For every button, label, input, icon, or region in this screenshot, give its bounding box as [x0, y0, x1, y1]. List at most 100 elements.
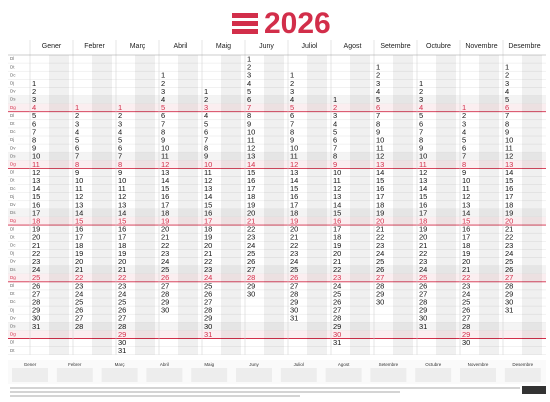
day-number: 6: [462, 144, 466, 153]
day-number: 11: [462, 184, 470, 193]
day-number: 20: [505, 217, 513, 226]
day-number: 20: [333, 249, 341, 258]
day-number: 24: [505, 249, 513, 258]
day-number: 4: [118, 127, 122, 136]
day-number: 20: [75, 257, 83, 266]
day-number: 6: [204, 127, 208, 136]
day-number: 13: [32, 176, 40, 185]
day-number: 3: [505, 79, 509, 88]
day-number: 26: [32, 281, 40, 290]
day-number: 6: [333, 136, 337, 145]
day-number: 4: [376, 87, 380, 96]
day-number: 31: [204, 330, 212, 339]
day-number: 31: [118, 346, 126, 355]
day-number: 9: [204, 152, 208, 161]
mini-month-name: Novembre: [468, 362, 489, 367]
weekday-label: Dl: [10, 170, 14, 175]
day-number: 31: [32, 322, 40, 331]
mini-month-name: Desembre: [512, 362, 533, 367]
day-number: 21: [247, 217, 255, 226]
month-name: Agost: [344, 43, 362, 50]
day-number: 25: [247, 249, 255, 258]
day-number: 13: [118, 200, 126, 209]
day-number: 2: [75, 111, 79, 120]
month-name: Novembre: [465, 43, 497, 50]
day-number: 11: [247, 136, 255, 145]
day-number: 26: [462, 306, 470, 315]
day-number: 11: [75, 184, 83, 193]
day-number: 23: [161, 249, 169, 258]
day-number: 18: [419, 217, 427, 226]
day-number: 26: [118, 306, 126, 315]
day-number: 24: [161, 257, 169, 266]
day-number: 10: [505, 136, 513, 145]
day-number: 19: [376, 208, 384, 217]
day-number: 5: [419, 111, 423, 120]
day-number: 5: [505, 95, 509, 104]
day-number: 19: [161, 217, 169, 226]
day-number: 18: [376, 200, 384, 209]
day-number: 18: [118, 241, 126, 250]
day-number: 24: [204, 273, 212, 282]
day-number: 7: [290, 119, 294, 128]
day-number: 5: [247, 87, 251, 96]
day-number: 22: [247, 225, 255, 234]
day-number: 7: [161, 119, 165, 128]
day-number: 21: [376, 225, 384, 234]
day-number: 3: [419, 95, 423, 104]
day-number: 17: [204, 217, 212, 226]
day-number: 13: [462, 200, 470, 209]
day-number: 1: [161, 71, 165, 80]
day-number: 10: [462, 176, 470, 185]
day-number: 13: [75, 200, 83, 209]
day-number: 17: [75, 233, 83, 242]
day-number: 12: [32, 168, 40, 177]
day-number: 13: [419, 176, 427, 185]
day-number: 20: [419, 233, 427, 242]
day-number: 22: [419, 249, 427, 258]
day-number: 22: [161, 241, 169, 250]
day-number: 9: [161, 136, 165, 145]
day-number: 3: [290, 87, 294, 96]
day-number: 19: [505, 208, 513, 217]
day-number: 7: [419, 127, 423, 136]
day-number: 4: [204, 111, 208, 120]
day-number: 1: [333, 95, 337, 104]
day-number: 4: [161, 95, 165, 104]
day-number: 29: [247, 281, 255, 290]
day-number: 11: [204, 168, 212, 177]
day-number: 16: [75, 225, 83, 234]
day-number: 6: [118, 144, 122, 153]
day-number: 25: [376, 257, 384, 266]
day-number: 6: [75, 144, 79, 153]
day-number: 15: [462, 217, 470, 226]
day-number: 16: [118, 225, 126, 234]
day-number: 5: [290, 103, 294, 112]
day-number: 1: [75, 103, 79, 112]
day-number: 12: [462, 192, 470, 201]
day-number: 8: [290, 127, 294, 136]
day-number: 10: [376, 136, 384, 145]
day-number: 24: [32, 265, 40, 274]
day-number: 26: [419, 281, 427, 290]
notes-column: [49, 55, 69, 355]
day-number: 16: [505, 184, 513, 193]
day-number: 21: [462, 265, 470, 274]
weekend-row: [8, 103, 546, 112]
day-number: 1: [290, 71, 294, 80]
day-number: 16: [247, 176, 255, 185]
day-number: 27: [32, 289, 40, 298]
day-number: 9: [419, 144, 423, 153]
day-number: 14: [247, 160, 255, 169]
day-number: 14: [118, 208, 126, 217]
weekday-label: Dj: [10, 137, 14, 142]
weekday-label: Dg: [10, 162, 16, 167]
day-number: 18: [290, 208, 298, 217]
day-number: 26: [204, 289, 212, 298]
day-number: 9: [118, 168, 122, 177]
day-number: 20: [204, 241, 212, 250]
day-number: 14: [75, 208, 83, 217]
day-number: 17: [376, 192, 384, 201]
day-number: 7: [376, 111, 380, 120]
day-number: 14: [462, 208, 470, 217]
